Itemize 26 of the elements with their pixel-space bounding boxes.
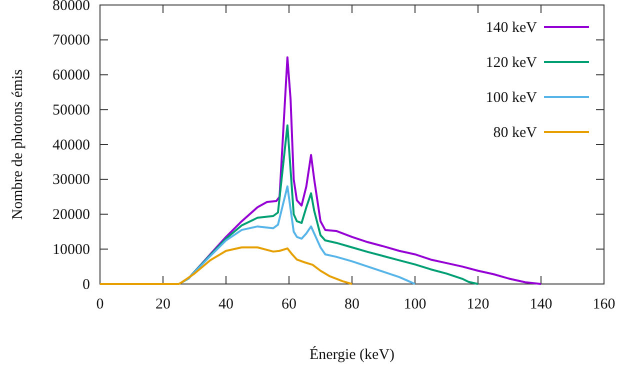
y-tick-label: 60000 [52, 68, 90, 84]
y-tick-label: 80000 [52, 0, 90, 14]
y-tick-label: 50000 [52, 102, 90, 118]
x-tick-label: 120 [466, 296, 490, 313]
legend-label: 100 keV [486, 90, 538, 106]
legend-label: 140 keV [486, 20, 538, 36]
y-axis-title: Nombre de photons émis [10, 69, 26, 220]
line-series [180, 185, 416, 285]
x-tick-label: 80 [344, 296, 360, 313]
legend-label: 120 keV [486, 55, 538, 71]
y-tick-label: 0 [82, 276, 90, 293]
x-tick-label: 140 [530, 296, 552, 313]
y-tick-label: 40000 [52, 137, 90, 154]
x-tick-label: 0 [96, 296, 104, 313]
y-tick-label: 30000 [52, 172, 90, 188]
x-tick-label: 40 [218, 296, 234, 313]
legend-label: 80 keV [493, 125, 538, 141]
x-tick-label: 160 [592, 296, 616, 313]
x-tick-label: 60 [282, 296, 296, 313]
y-tick-label: 10000 [52, 242, 90, 258]
x-tick-label: 20 [156, 296, 170, 313]
y-tick-label: 20000 [52, 207, 90, 224]
x-tick-label: 100 [404, 296, 426, 313]
x-axis-title: Énergie (keV) [309, 346, 395, 363]
line-series [99, 246, 353, 285]
y-tick-label: 70000 [52, 32, 90, 49]
